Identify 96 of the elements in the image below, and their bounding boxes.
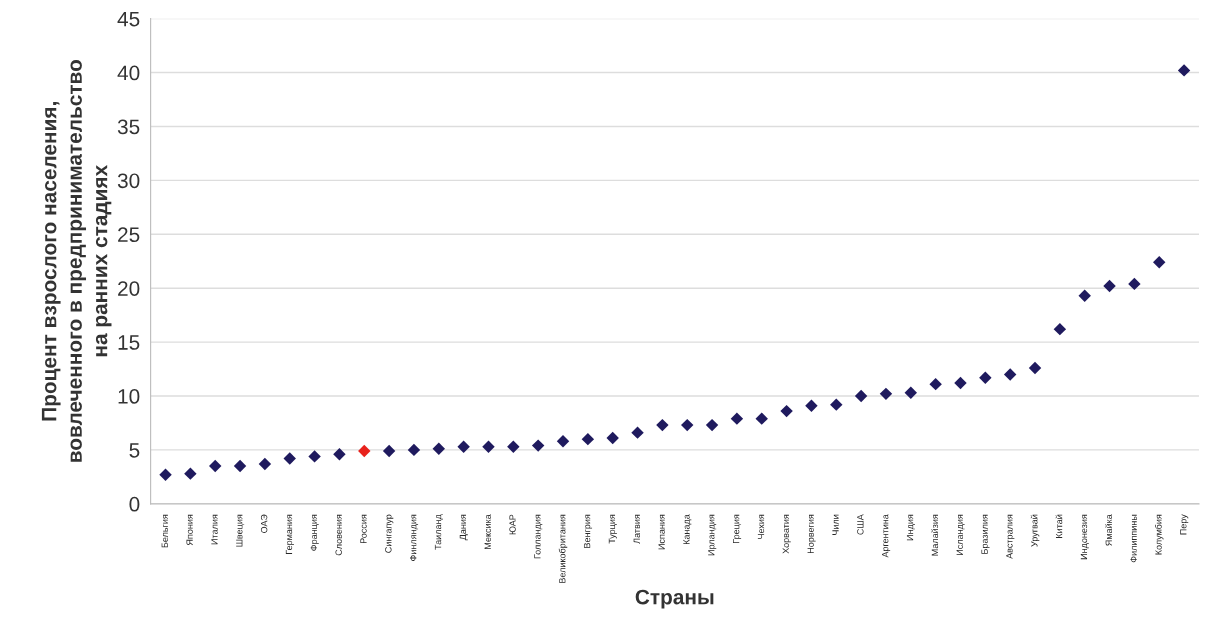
x-tick-label: Индия bbox=[906, 514, 915, 541]
point bbox=[531, 439, 545, 452]
x-tick-label: Ирландия bbox=[708, 514, 717, 556]
point bbox=[656, 418, 669, 432]
x-tick-label: Сингапур bbox=[385, 514, 394, 553]
point bbox=[780, 404, 793, 418]
point bbox=[879, 387, 893, 401]
x-tick-label: Хорватия bbox=[782, 514, 791, 554]
x-tick-label: Испания bbox=[658, 514, 665, 550]
point bbox=[382, 444, 396, 458]
x-tick-label: Италия bbox=[211, 514, 218, 545]
x-tick-label: Малайзия bbox=[931, 514, 939, 556]
x-tick-label: Чили bbox=[832, 514, 839, 535]
point bbox=[755, 412, 768, 425]
y-tick-label: 35 bbox=[117, 119, 140, 135]
point bbox=[1128, 277, 1141, 291]
y-tick-label: 45 bbox=[117, 11, 140, 27]
x-tick-label: Таиланд bbox=[434, 514, 443, 550]
point bbox=[482, 440, 495, 453]
point bbox=[904, 386, 918, 399]
x-tick-label: Голландия bbox=[534, 514, 543, 559]
point bbox=[159, 468, 172, 481]
x-tick-label: Греция bbox=[733, 514, 742, 544]
point bbox=[805, 399, 818, 412]
y-axis-title: Процент взрослого населения, вовлеченного в предпринимательство на ранних стадиях bbox=[41, 60, 112, 462]
x-tick-label: Индонезия bbox=[1080, 514, 1089, 560]
point bbox=[258, 457, 272, 471]
x-tick-label: Венгрия bbox=[583, 514, 593, 548]
point bbox=[1053, 322, 1067, 336]
point bbox=[1078, 289, 1091, 302]
x-tick-label: Словения bbox=[335, 514, 342, 556]
point bbox=[631, 426, 644, 439]
x-tick-label: Бельгия bbox=[161, 514, 168, 548]
point bbox=[432, 442, 446, 456]
point bbox=[954, 376, 967, 390]
point bbox=[283, 452, 296, 465]
x-tick-label: Россия bbox=[360, 514, 367, 544]
point bbox=[457, 440, 470, 453]
point bbox=[1028, 361, 1042, 375]
point bbox=[730, 412, 744, 425]
point bbox=[209, 459, 222, 473]
point bbox=[606, 431, 619, 445]
point bbox=[1003, 368, 1017, 381]
x-tick-label: Ямайка bbox=[1105, 514, 1112, 546]
x-tick-label: ЮАР bbox=[509, 514, 516, 535]
point bbox=[333, 448, 346, 461]
point bbox=[581, 432, 595, 446]
y-tick-label: 10 bbox=[118, 389, 140, 404]
y-tick-label: 30 bbox=[117, 173, 140, 189]
x-tick-label: Франция bbox=[310, 514, 319, 551]
point bbox=[705, 418, 719, 432]
y-tick-label: 0 bbox=[129, 496, 140, 512]
x-tick-label: Дания bbox=[459, 514, 468, 541]
x-tick-label: ОАЭ bbox=[260, 514, 268, 533]
point bbox=[1177, 64, 1191, 77]
y-tick-label: 20 bbox=[118, 281, 140, 296]
x-axis-title: Страны bbox=[635, 589, 714, 609]
x-tick-label: Латвия bbox=[633, 514, 640, 544]
x-tick-label: Мексика bbox=[484, 514, 491, 549]
x-tick-label: Германия bbox=[285, 514, 294, 554]
x-tick-label: Колумбия bbox=[1154, 514, 1164, 555]
point bbox=[681, 418, 694, 432]
x-tick-label: Перу bbox=[1180, 514, 1189, 535]
point bbox=[1153, 256, 1166, 269]
y-tick-label: 25 bbox=[118, 227, 140, 243]
x-tick-label: Китай bbox=[1055, 514, 1063, 538]
point bbox=[979, 371, 992, 384]
x-tick-label: Уругвай bbox=[1030, 514, 1040, 547]
x-tick-label: США bbox=[857, 514, 864, 535]
x-tick-label: Канада bbox=[683, 514, 692, 545]
point bbox=[929, 377, 942, 391]
point bbox=[358, 444, 371, 458]
point bbox=[854, 389, 868, 403]
x-tick-label: Швеция bbox=[236, 514, 245, 547]
point bbox=[308, 450, 321, 463]
y-tick-label: 15 bbox=[118, 335, 140, 350]
x-tick-label: Австралия bbox=[1006, 514, 1015, 559]
x-tick-label: Норвегия bbox=[807, 514, 816, 553]
x-tick-label: Филиппины bbox=[1130, 514, 1137, 563]
x-tick-label: Аргентина bbox=[882, 514, 891, 558]
point bbox=[507, 440, 520, 453]
x-tick-label: Финляндия bbox=[410, 514, 419, 561]
x-tick-label: Япония bbox=[186, 514, 193, 546]
point bbox=[407, 443, 421, 457]
point bbox=[1103, 279, 1116, 293]
y-tick-label: 5 bbox=[129, 443, 140, 458]
x-tick-label: Исландия bbox=[956, 514, 965, 555]
point bbox=[184, 467, 197, 480]
x-tick-label: Бразилия bbox=[981, 514, 990, 554]
x-tick-label: Великобритания bbox=[558, 514, 568, 583]
y-tick-label: 40 bbox=[117, 65, 140, 81]
x-tick-label: Турция bbox=[608, 514, 617, 544]
point bbox=[233, 459, 247, 473]
point bbox=[556, 435, 570, 448]
x-tick-label: Чехия bbox=[757, 514, 765, 539]
point bbox=[830, 398, 843, 411]
